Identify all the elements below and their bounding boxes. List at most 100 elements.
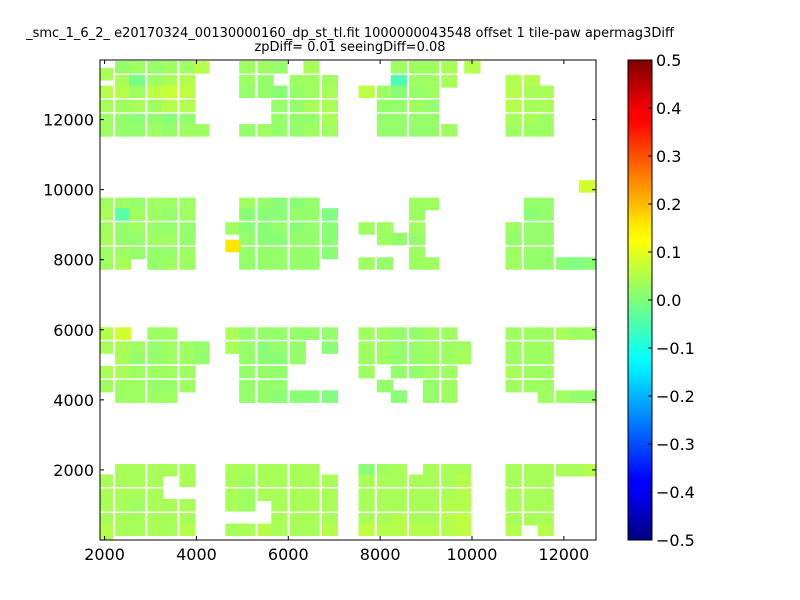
heatmap-cell [147, 463, 164, 477]
heatmap-cell [505, 75, 522, 88]
heatmap-cell [303, 523, 320, 537]
heatmap-cell [569, 463, 587, 477]
heatmap-cell [257, 379, 274, 393]
heatmap-cell [390, 513, 407, 526]
heatmap-cell [303, 499, 320, 512]
heatmap-cell [289, 232, 306, 246]
heatmap-cell [321, 341, 339, 354]
heatmap-cell [147, 75, 164, 88]
heatmap-cell [161, 327, 178, 340]
heatmap-cell [422, 85, 440, 99]
heatmap-cell [161, 341, 178, 354]
heatmap-cell [115, 113, 132, 127]
heatmap-cell [128, 232, 146, 246]
heatmap-cell [523, 379, 541, 393]
heatmap-cell [271, 488, 288, 502]
heatmap-cell [321, 113, 339, 127]
heatmap-cell [147, 197, 164, 211]
y-tick-label: 12000 [43, 111, 94, 130]
heatmap-cell [257, 390, 274, 403]
heatmap-cell [289, 99, 306, 113]
heatmap-cell [147, 390, 164, 403]
heatmap-cell [271, 474, 288, 487]
heatmap-cell [583, 257, 596, 270]
heatmap-cell [303, 463, 320, 477]
heatmap-cell [271, 341, 288, 354]
heatmap-cell [409, 499, 426, 512]
colorbar-tick-label: 0.2 [656, 195, 681, 214]
heatmap-cell [115, 379, 132, 393]
heatmap-cell [505, 85, 522, 99]
heatmap-cell [179, 513, 196, 526]
heatmap-cell [257, 365, 274, 379]
heatmap-cell [271, 61, 288, 74]
heatmap-cell [100, 113, 113, 127]
heatmap-cell [289, 222, 306, 235]
y-tick-label: 2000 [53, 461, 94, 480]
heatmap-cell [523, 365, 541, 379]
heatmap-cell [537, 351, 554, 365]
heatmap-cell [409, 327, 426, 340]
heatmap-cell [271, 85, 288, 99]
heatmap-cell [422, 75, 440, 88]
heatmap-cell [537, 246, 554, 260]
heatmap-cell [455, 513, 472, 526]
heatmap-cell [505, 499, 522, 512]
heatmap-cell [441, 75, 458, 88]
heatmap-cell [537, 488, 554, 502]
heatmap-cell [271, 379, 288, 393]
heatmap-cell [441, 474, 458, 487]
heatmap-cell [161, 85, 178, 99]
heatmap-cell [390, 61, 407, 74]
heatmap-cell [271, 351, 288, 365]
heatmap-cell [115, 85, 132, 99]
heatmap-cell [523, 246, 541, 260]
heatmap-cell [100, 85, 113, 99]
heatmap-cell [257, 341, 274, 354]
heatmap-cell [321, 124, 339, 137]
heatmap-cell [100, 222, 113, 235]
heatmap-cell [455, 463, 472, 477]
heatmap-cell [523, 327, 541, 340]
heatmap-cell [422, 523, 440, 537]
heatmap-cell [505, 513, 522, 526]
heatmap-cell [523, 463, 541, 477]
heatmap-cell [505, 523, 522, 537]
heatmap-cell [257, 246, 274, 260]
heatmap-cell [100, 124, 113, 137]
heatmap-cell [537, 99, 554, 113]
heatmap-cell [147, 488, 164, 502]
heatmap-cell [523, 197, 541, 211]
heatmap-cell [409, 208, 426, 221]
heatmap-cell [303, 390, 320, 403]
heatmap-cell [128, 75, 146, 88]
heatmap-cell [100, 530, 113, 540]
heatmap-cell [271, 499, 288, 512]
heatmap-cell [422, 351, 440, 365]
heatmap-cell [390, 124, 407, 137]
heatmap-cell [239, 379, 256, 393]
heatmap-cell [239, 197, 256, 211]
heatmap-cell [100, 246, 113, 260]
heatmap-cell [147, 365, 164, 379]
heatmap-cell [376, 327, 394, 340]
heatmap-cell [271, 232, 288, 246]
heatmap-cell [376, 222, 394, 235]
heatmap-cell [271, 113, 288, 127]
heatmap-cell [390, 85, 407, 99]
heatmap-cell [161, 197, 178, 211]
heatmap-cell [390, 463, 407, 477]
heatmap-cell [161, 499, 178, 512]
heatmap-cell [115, 257, 132, 270]
heatmap-cell [409, 257, 426, 270]
heatmap-cell [303, 113, 320, 127]
heatmap-cell [422, 474, 440, 487]
heatmap-cell [100, 474, 113, 487]
heatmap-cell [271, 124, 288, 137]
heatmap-cell [321, 232, 339, 246]
y-tick-label: 4000 [53, 391, 94, 410]
heatmap-cell [556, 327, 573, 340]
heatmap-cell [100, 341, 113, 354]
heatmap-cell [464, 61, 481, 74]
